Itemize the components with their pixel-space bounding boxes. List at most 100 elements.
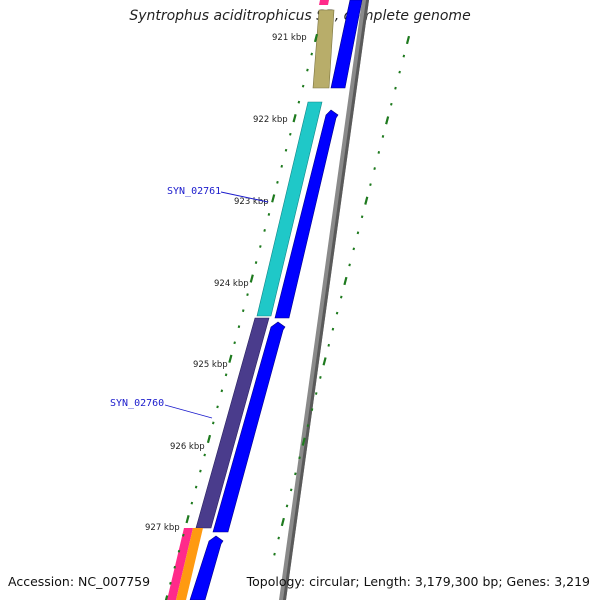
gene-block-olive[interactable] xyxy=(312,9,335,89)
scale-label-924: 924 kbp xyxy=(214,279,249,289)
inner-tick xyxy=(285,504,289,508)
scale-tick xyxy=(289,132,292,136)
scale-tick xyxy=(228,354,233,363)
scale-label-927: 927 kbp xyxy=(145,523,180,533)
gene-label-text: SYN_02760 xyxy=(110,398,164,409)
inner-tick xyxy=(398,70,401,74)
scale-tick xyxy=(271,194,276,203)
inner-tick xyxy=(277,536,280,540)
scale-tick xyxy=(237,325,241,329)
inner-tick xyxy=(327,343,331,347)
inner-tick xyxy=(390,102,393,106)
outer-tick-track xyxy=(164,33,319,600)
scale-label-925: 925 kbp xyxy=(193,360,228,370)
map-title: Syntrophus aciditrophicus SB, complete g… xyxy=(129,8,471,24)
scale-tick xyxy=(190,501,194,505)
gene-block-cyan[interactable] xyxy=(256,101,323,317)
scale-tick xyxy=(292,114,297,123)
inner-tick xyxy=(331,327,335,331)
scale-tick xyxy=(233,341,236,345)
inner-tick-track xyxy=(273,35,411,556)
scale-label-921: 921 kbp xyxy=(272,33,307,43)
orf-arrow-1[interactable] xyxy=(330,0,363,89)
accession-label: Accession: NC_007759 xyxy=(8,574,151,589)
inner-tick xyxy=(348,263,351,267)
inner-tick xyxy=(294,472,297,476)
inner-tick xyxy=(335,311,339,315)
scale-tick xyxy=(182,533,185,537)
inner-tick xyxy=(301,437,306,446)
scale-tick xyxy=(276,180,279,184)
scale-tick xyxy=(185,515,190,524)
inner-tick xyxy=(273,552,276,556)
orf-arrow-4[interactable] xyxy=(189,535,224,600)
scale-tick xyxy=(297,100,301,104)
scale-tick xyxy=(263,229,266,232)
inner-tick xyxy=(319,376,322,379)
scale-labels: 921 kbp 922 kbp 923 kbp 924 kbp 925 kbp … xyxy=(145,33,307,533)
inner-tick xyxy=(369,183,372,187)
scale-tick xyxy=(246,293,249,297)
orf-track xyxy=(189,0,363,600)
inner-tick xyxy=(385,116,390,125)
scale-tick xyxy=(203,453,206,457)
scale-label-923: 923 kbp xyxy=(234,197,269,207)
scale-tick xyxy=(224,373,228,377)
scale-tick xyxy=(211,421,215,425)
scale-tick xyxy=(220,389,224,393)
scale-tick xyxy=(313,33,319,43)
inner-tick xyxy=(339,295,343,299)
scale-tick xyxy=(306,68,309,72)
gene-block-magenta[interactable] xyxy=(167,528,193,600)
inner-tick xyxy=(322,357,327,366)
scale-tick xyxy=(177,549,181,553)
scale-tick xyxy=(173,565,177,569)
inner-tick xyxy=(381,134,385,138)
scale-tick xyxy=(280,164,284,168)
inner-tick xyxy=(360,215,364,219)
inner-tick xyxy=(306,424,310,428)
inner-tick xyxy=(352,247,356,251)
scale-label-926: 926 kbp xyxy=(170,442,205,452)
scale-tick xyxy=(164,595,169,600)
inner-tick xyxy=(402,54,406,58)
scale-tick xyxy=(194,485,198,489)
scale-tick xyxy=(301,84,305,88)
scale-tick xyxy=(216,405,219,409)
scale-tick xyxy=(249,274,254,283)
gene-block-orange[interactable] xyxy=(176,528,203,600)
scale-tick xyxy=(199,469,202,473)
scale-tick xyxy=(241,309,245,313)
orf-arrow-2[interactable] xyxy=(274,109,339,319)
scale-tick xyxy=(169,581,172,585)
scale-tick xyxy=(310,52,313,56)
gene-block-purple[interactable] xyxy=(195,317,270,529)
inner-tick xyxy=(356,231,360,235)
gene-block-pink-top[interactable] xyxy=(319,0,329,5)
orf-arrow-3[interactable] xyxy=(212,321,286,533)
inner-tick xyxy=(377,151,381,154)
cog-track xyxy=(167,0,335,600)
inner-tick xyxy=(280,517,285,527)
scale-tick xyxy=(254,261,258,264)
scale-tick xyxy=(284,148,288,152)
inner-tick xyxy=(405,35,411,45)
topology-summary: Topology: circular; Length: 3,179,300 bp… xyxy=(246,574,590,589)
scale-tick xyxy=(206,434,212,444)
inner-tick xyxy=(310,408,314,411)
gene-label-syn02761[interactable]: SYN_02761 xyxy=(167,186,269,203)
inner-tick xyxy=(373,167,376,170)
gene-label-syn02760[interactable]: SYN_02760 xyxy=(110,398,213,419)
scale-tick xyxy=(267,213,271,216)
inner-tick xyxy=(314,392,318,395)
inner-tick xyxy=(394,86,397,90)
inner-tick xyxy=(343,276,348,286)
scale-label-922: 922 kbp xyxy=(253,115,288,125)
scale-tick xyxy=(259,245,262,248)
gene-label-text: SYN_02761 xyxy=(167,186,221,197)
backbone-ring xyxy=(279,0,369,600)
inner-tick xyxy=(289,488,293,492)
inner-tick xyxy=(364,196,369,205)
inner-tick xyxy=(298,456,301,460)
